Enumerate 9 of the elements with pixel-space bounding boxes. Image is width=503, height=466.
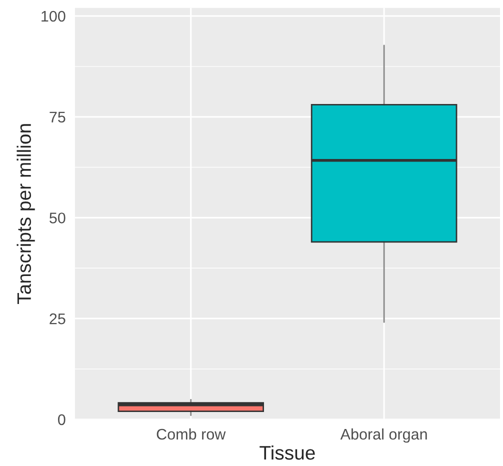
y-tick-label: 75 — [50, 112, 66, 123]
y-tick-label: 25 — [50, 313, 66, 324]
y-tick-label: 100 — [42, 10, 66, 22]
x-axis-title: Tissue — [260, 445, 315, 460]
x-tick-label: Aboral organ — [340, 428, 427, 443]
y-tick-label: 0 — [58, 414, 66, 426]
y-axis-title: Tanscripts per million — [16, 124, 35, 304]
x-tick-label: Comb row — [156, 428, 226, 440]
y-tick-label: 50 — [50, 212, 66, 224]
